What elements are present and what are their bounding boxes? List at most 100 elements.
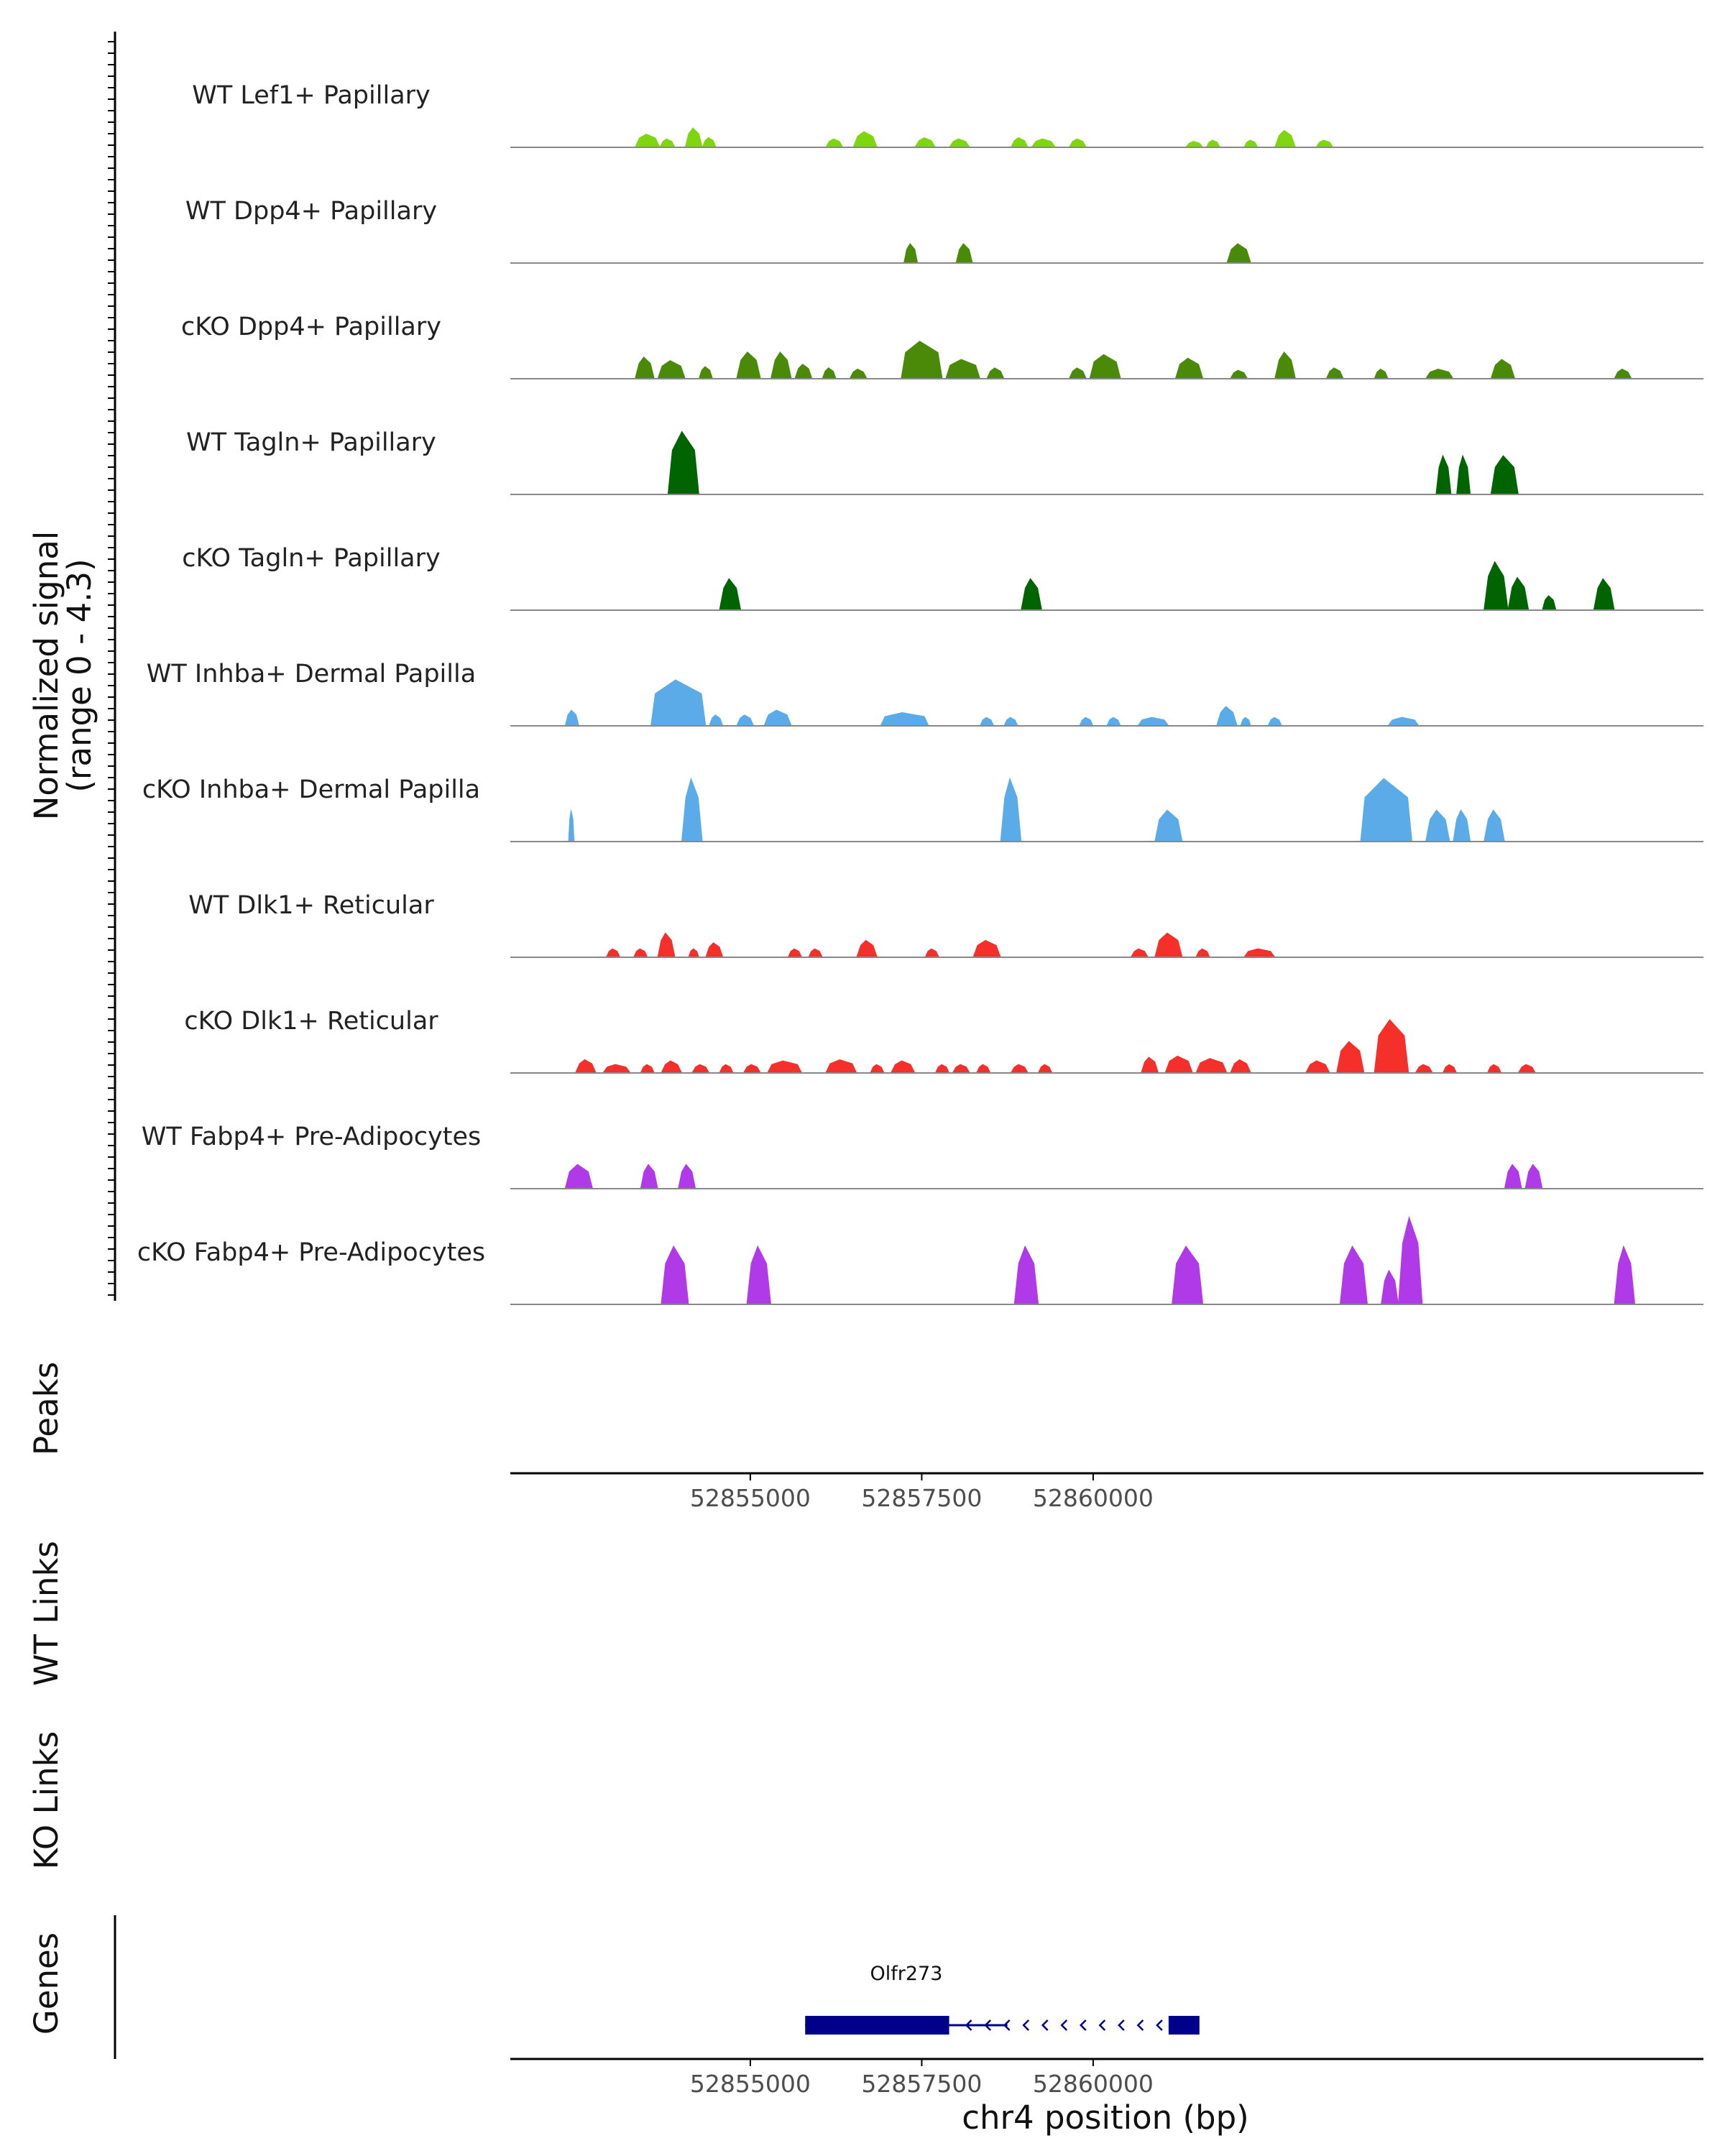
coverage-track: WT Inhba+ Dermal Papilla: [147, 660, 1703, 727]
signal-peak: [770, 351, 792, 379]
signal-peak: [1000, 777, 1022, 842]
coverage-track: WT Dlk1+ Reticular: [188, 891, 1703, 958]
signal-peak: [564, 1164, 594, 1189]
coverage-track: cKO Tagln+ Papillary: [182, 544, 1703, 611]
signal-peak: [605, 948, 621, 958]
signal-peak: [1172, 1245, 1204, 1305]
signal-peak: [1542, 595, 1557, 611]
signal-peak: [640, 1064, 656, 1074]
strand-arrow: [1098, 2019, 1106, 2031]
x-tick-label: 52857500: [861, 1484, 982, 1512]
signal-peak: [1387, 717, 1420, 727]
panel-title-ko-links: KO Links: [27, 1731, 65, 1869]
track-label: WT Lef1+ Papillary: [192, 81, 431, 110]
signal-peak: [1374, 1018, 1409, 1074]
signal-peak: [1215, 706, 1238, 727]
signal-peak: [688, 948, 700, 958]
gene-track: Olfr273: [805, 1963, 1200, 2035]
track-label: cKO Tagln+ Papillary: [182, 544, 441, 573]
signal-peak: [1243, 139, 1259, 148]
signal-peak: [640, 1164, 658, 1189]
signal-peak: [1484, 561, 1509, 611]
signal-peak: [1068, 138, 1087, 148]
signal-peak: [1164, 1055, 1194, 1074]
signal-peak: [1486, 1064, 1502, 1074]
panel-title-wt-links: WT Links: [27, 1541, 65, 1686]
signal-peak: [766, 1060, 803, 1074]
strand-arrow: [1003, 2019, 1011, 2031]
signal-peak: [1453, 809, 1471, 842]
track-label: WT Dlk1+ Reticular: [188, 891, 434, 920]
signal-peak: [650, 679, 707, 727]
signal-peak: [1374, 368, 1389, 379]
signal-peak: [1517, 1064, 1537, 1074]
signal-peak: [1614, 1245, 1636, 1305]
signal-peak: [1136, 717, 1169, 727]
signal-peak: [822, 367, 837, 379]
signal-peak: [1154, 809, 1183, 842]
strand-arrow: [1041, 2019, 1049, 2031]
x-tick-label: 52860000: [1033, 2070, 1154, 2098]
y-axis-title: Normalized signal (range 0 - 4.3): [27, 531, 98, 821]
signal-peak: [1195, 1058, 1228, 1074]
signal-peak: [955, 243, 973, 264]
signal-peak: [1195, 948, 1210, 958]
signal-peak: [934, 1064, 950, 1074]
signal-peak: [568, 810, 575, 842]
signal-peak: [1381, 1269, 1399, 1305]
y-axis-title-line1: Normalized signal: [27, 531, 65, 821]
signal-peak: [657, 932, 676, 958]
signal-peak: [1456, 454, 1471, 495]
signal-peak: [1504, 1164, 1522, 1189]
signal-peak: [1130, 948, 1149, 958]
signal-peak: [719, 578, 742, 611]
signal-peak: [657, 360, 686, 379]
signal-peak: [678, 1164, 696, 1189]
signal-peak: [986, 367, 1005, 379]
strand-arrow: [1079, 2019, 1087, 2031]
gene-model: Olfr273: [805, 1963, 1200, 2035]
signal-peak: [1106, 717, 1121, 727]
signal-peak: [1325, 367, 1344, 379]
signal-peak: [719, 1064, 734, 1074]
signal-peak: [1414, 1064, 1434, 1074]
strand-arrow: [984, 2019, 991, 2031]
signal-peak: [1335, 1041, 1365, 1074]
track-label: WT Tagln+ Papillary: [186, 428, 436, 457]
signal-peak: [602, 1064, 631, 1074]
signal-peak: [736, 351, 761, 379]
signal-peak: [856, 939, 878, 958]
track-label: cKO Dlk1+ Reticular: [184, 1007, 438, 1036]
signal-peak: [661, 1060, 683, 1074]
coverage-track: cKO Dpp4+ Papillary: [181, 313, 1703, 379]
signal-peak: [1240, 717, 1251, 727]
signal-peak: [1003, 717, 1018, 727]
signal-peak: [1205, 139, 1221, 148]
strand-arrow: [1118, 2019, 1125, 2031]
signal-peak: [1507, 576, 1530, 611]
x-tick-label: 52855000: [690, 1484, 811, 1512]
track-label: cKO Fabp4+ Pre-Adipocytes: [137, 1238, 485, 1267]
signal-peak: [634, 356, 655, 379]
signal-peak: [1229, 1059, 1252, 1074]
signal-peak: [880, 711, 929, 727]
signal-peak: [1184, 141, 1204, 148]
signal-peak: [903, 243, 919, 264]
signal-peak: [794, 364, 813, 379]
signal-peak: [1068, 367, 1087, 379]
gene-label: Olfr273: [870, 1963, 942, 1985]
signal-peak: [1425, 809, 1450, 842]
signal-peak: [702, 137, 717, 148]
signal-peak: [1490, 455, 1519, 495]
signal-peak: [1141, 1056, 1159, 1074]
y-axis: [108, 32, 116, 1301]
gene-exon: [1168, 2016, 1200, 2035]
signal-peak: [632, 948, 648, 958]
signal-peak: [948, 138, 971, 148]
signal-peak: [890, 1060, 916, 1074]
signal-peak: [661, 1245, 689, 1305]
signal-peak: [1079, 717, 1094, 727]
signal-peak: [705, 942, 724, 958]
signal-peak: [1229, 369, 1248, 379]
